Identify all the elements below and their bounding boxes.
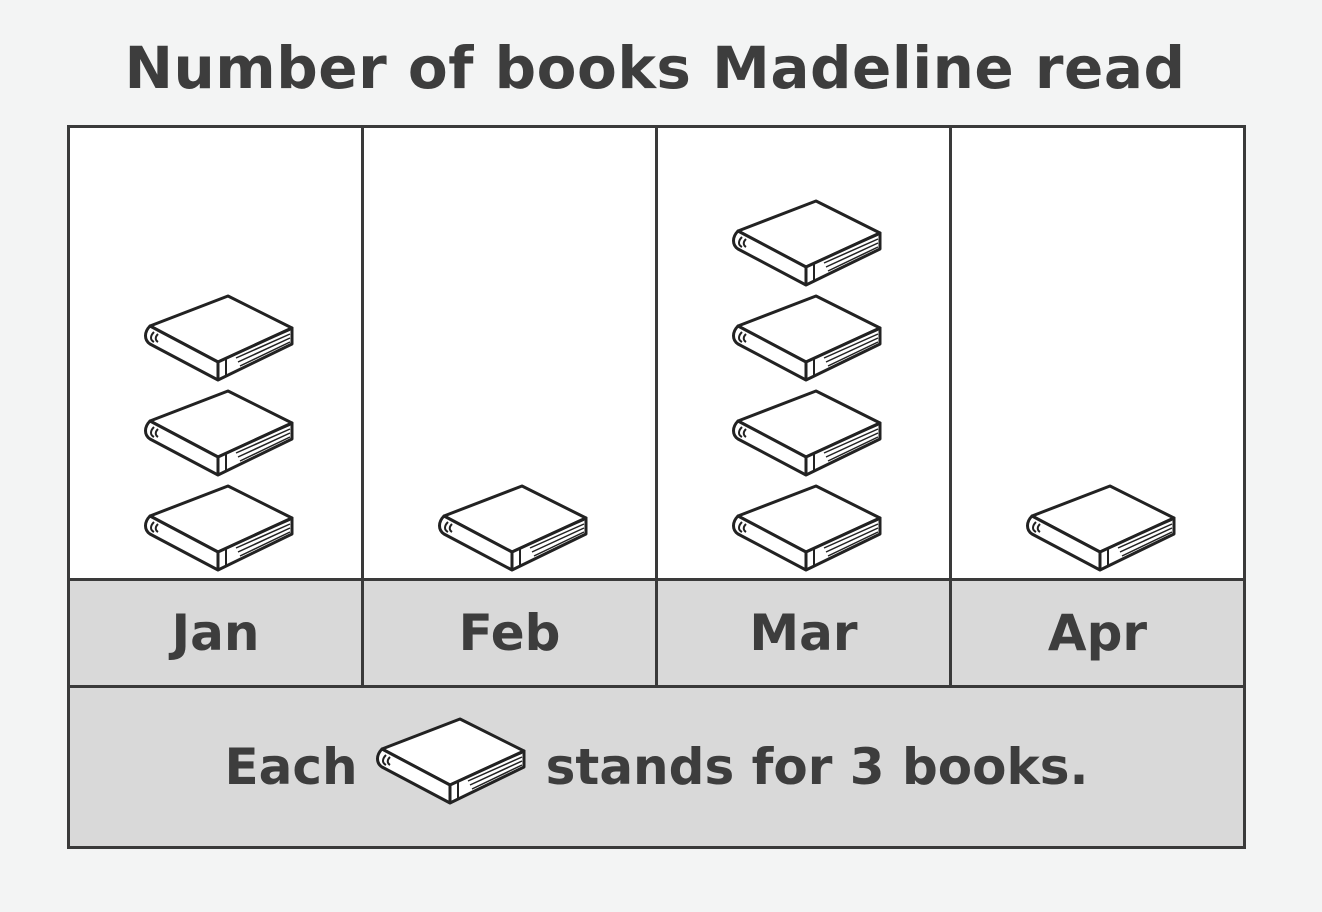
- book-icon: [434, 478, 594, 582]
- column-mar: [658, 128, 952, 578]
- category-label-mar: Mar: [658, 581, 952, 685]
- key-prefix: Each: [225, 738, 358, 796]
- column-apr: [952, 128, 1243, 578]
- category-labels: Jan Feb Mar Apr: [70, 578, 1243, 688]
- book-icon: [140, 383, 300, 487]
- key-book-icon: [372, 711, 532, 823]
- category-label-apr: Apr: [952, 581, 1243, 685]
- chart-title: Number of books Madeline read: [0, 34, 1310, 102]
- column-feb: [364, 128, 658, 578]
- key-suffix: stands for 3 books.: [546, 738, 1089, 796]
- column-jan: [70, 128, 364, 578]
- book-icon: [728, 383, 888, 487]
- book-icon: [728, 478, 888, 582]
- category-label-jan: Jan: [70, 581, 364, 685]
- pictograph-key: Each stands for 3 books.: [70, 688, 1243, 846]
- book-icon: [728, 193, 888, 297]
- symbol-columns: [70, 128, 1243, 578]
- book-icon: [140, 478, 300, 582]
- pictograph-table: Jan Feb Mar Apr Each stands for 3 books.: [67, 125, 1246, 849]
- book-icon: [140, 288, 300, 392]
- category-label-feb: Feb: [364, 581, 658, 685]
- book-icon: [1022, 478, 1182, 582]
- book-icon: [728, 288, 888, 392]
